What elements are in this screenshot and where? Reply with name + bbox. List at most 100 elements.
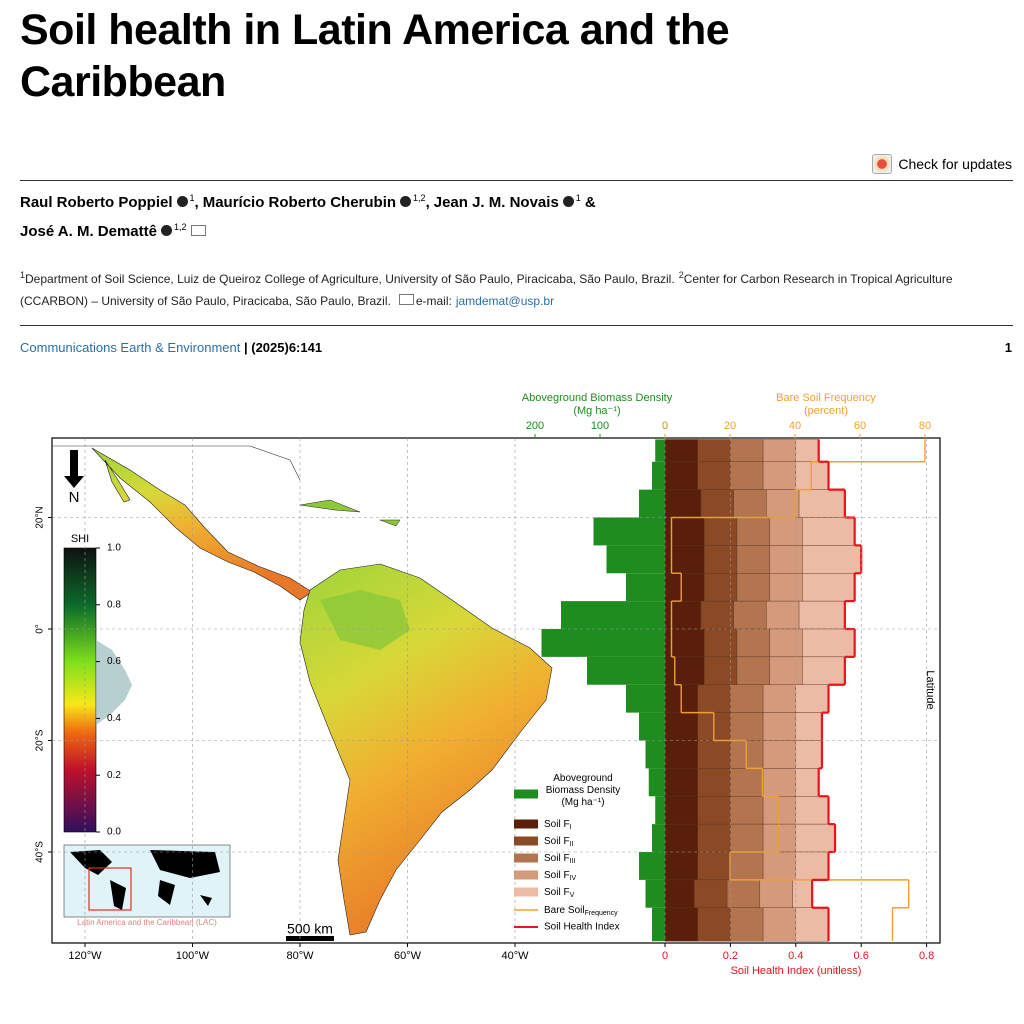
soil-fraction-bar — [802, 656, 846, 685]
soil-fraction-bar — [697, 768, 731, 797]
authors: Raul Roberto Poppiel 1, Maurício Roberto C… — [20, 186, 720, 244]
journal-name[interactable]: Communications Earth & Environment — [20, 340, 241, 355]
soil-fraction-bar — [762, 768, 796, 797]
soil-fraction-bar — [697, 796, 731, 825]
soil-fraction-bar — [762, 712, 796, 741]
soil-fraction-bar — [766, 489, 800, 518]
legend-sub: IV — [570, 875, 577, 882]
check-icon — [872, 154, 893, 174]
legend-label: Soil FI — [544, 819, 572, 831]
map-central-america — [91, 447, 313, 601]
legend-biomass-box: Aboveground Biomass Density (Mg ha⁻¹) — [545, 773, 621, 808]
soil-fraction-bar — [664, 656, 705, 685]
bare-soil-title: Bare Soil Frequency — [776, 392, 876, 404]
soil-fraction-bar — [795, 823, 836, 853]
legend-sub: II — [570, 841, 574, 848]
soil-fraction-bar — [697, 461, 731, 490]
soil-fraction-bar — [795, 740, 823, 769]
biomass-bar — [639, 852, 665, 880]
frame — [51, 437, 941, 944]
soil-fraction-bar — [769, 628, 803, 658]
soil-fraction-bar — [664, 907, 698, 942]
soil-fraction-bar — [795, 684, 829, 713]
soil-fraction-bar — [762, 461, 796, 490]
soil-fraction-bar — [704, 517, 738, 546]
bare-soil-tick-label: 40 — [789, 420, 801, 432]
soil-fraction-bar — [736, 573, 770, 602]
legend-sub: V — [570, 892, 575, 899]
mail-icon — [398, 294, 414, 305]
check-label[interactable]: Check for updates — [898, 156, 1012, 172]
soil-fraction-bar — [697, 740, 731, 769]
colorbar-histogram — [96, 640, 132, 725]
legend-name: Soil F — [544, 870, 570, 881]
legend-swatch — [514, 853, 538, 863]
email-label: e-mail: — [415, 294, 452, 308]
soil-fraction-bar — [730, 907, 764, 942]
shi-tick-label: 0.6 — [854, 950, 869, 962]
inset-region — [88, 867, 132, 911]
biomass-unit: (Mg ha⁻¹) — [573, 405, 620, 417]
soil-fraction-bar — [802, 573, 855, 602]
legend-sub: III — [570, 858, 576, 865]
soil-fraction-bar — [795, 461, 829, 490]
soil-fraction-bar — [694, 879, 728, 908]
author-name: Jean J. M. Novais — [433, 194, 559, 211]
soil-fraction-bar — [697, 823, 731, 853]
biomass-title: Aboveground Biomass Density — [522, 392, 673, 404]
author-name: Maurício Roberto Cherubin — [202, 194, 397, 211]
legend-label: Bare SoilFrequency — [544, 905, 618, 917]
map-amazon — [320, 590, 410, 650]
soil-fraction-bar — [700, 489, 734, 518]
email-address[interactable]: jamdemat@usp.br — [455, 294, 555, 308]
legend-label: Soil FV — [544, 887, 575, 899]
legend-name: Soil F — [544, 819, 570, 830]
colorbar-tick-label: 0.8 — [107, 599, 121, 610]
soil-fraction-bar — [664, 461, 698, 490]
shi-tick-label: 0.2 — [723, 950, 738, 962]
legend-label: Soil FIV — [544, 870, 577, 882]
soil-fraction-bar — [792, 879, 813, 908]
soil-fraction-bar — [700, 600, 734, 630]
orcid-icon — [562, 196, 574, 207]
shi-tick-label: 0.8 — [919, 950, 934, 962]
map-islands — [299, 499, 401, 527]
soil-fraction-bar — [769, 656, 803, 685]
soil-fraction-bar — [664, 489, 702, 518]
soil-fraction-bar — [802, 545, 862, 574]
soil-fraction-bar — [664, 600, 702, 630]
soil-fraction-bar — [736, 545, 770, 574]
soil-fraction-bar — [730, 712, 764, 741]
soil-fraction-bar — [664, 879, 695, 908]
longitude-tick-label: 120°W — [68, 950, 102, 962]
bare-soil-tick-label: 80 — [919, 420, 931, 432]
affiliations: 1Department of Soil Science, Luiz de Que… — [20, 264, 1015, 312]
soil-fraction-bar — [769, 545, 803, 574]
biomass-bar — [639, 489, 665, 518]
soil-fraction-bar — [798, 600, 846, 630]
soil-fraction-bar — [726, 879, 761, 908]
mail-icon — [190, 225, 206, 236]
citation: | (2025)6:141 — [244, 340, 323, 355]
soil-fraction-bar — [736, 628, 770, 658]
author-name: José A. M. Demattê — [20, 223, 157, 240]
scale-bar — [286, 936, 334, 941]
latitude-tick-label: 20°N — [35, 506, 46, 528]
soil-fraction-bar — [730, 439, 764, 462]
legend-sub: Frequency — [585, 910, 619, 917]
legend-label: Aboveground Biomass Density (Mg ha⁻¹) — [545, 773, 621, 808]
soil-fraction-bar — [664, 796, 698, 825]
legend-swatch — [514, 870, 538, 880]
soil-fraction-bar — [736, 656, 770, 685]
legend-swatch — [514, 887, 538, 897]
soil-fraction-bar — [795, 768, 819, 797]
soil-fraction-bar — [730, 768, 764, 797]
soil-fraction-bar — [664, 823, 698, 853]
orcid-icon — [176, 196, 188, 207]
check-updates[interactable]: Check for updates — [872, 154, 1012, 174]
biomass-bar — [645, 879, 665, 908]
colorbar-tick-label: 0.4 — [107, 713, 121, 724]
soil-fraction-bar — [762, 851, 796, 881]
longitude-tick-label: 100°W — [176, 950, 210, 962]
